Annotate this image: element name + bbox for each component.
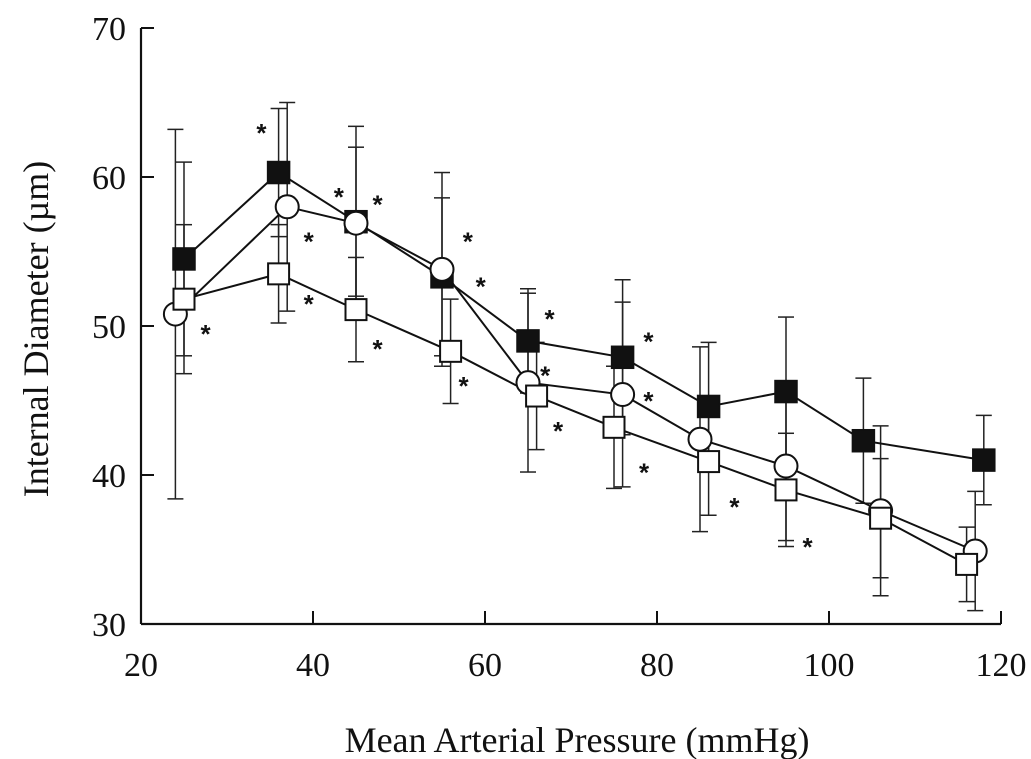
significance-annotations: ***** *************: [200, 118, 813, 562]
point-open-circle: [687, 426, 713, 452]
point-filled-square: [266, 160, 291, 185]
axes: 30 40 50 60 70 20 40 60 80 100 120: [92, 11, 1027, 684]
y-tick-label: 30: [92, 607, 126, 644]
y-tick-label: 60: [92, 160, 126, 197]
series-lines: [174, 171, 984, 566]
point-open-circle: [274, 194, 300, 220]
point-open-circle: [610, 382, 636, 408]
series-line-open-circle: [174, 205, 976, 552]
point-filled-square: [972, 448, 996, 472]
significance-star: *: [304, 289, 315, 319]
x-tick-label: 100: [804, 647, 855, 684]
point-filled-square: [851, 428, 876, 453]
significance-star: *: [334, 182, 345, 212]
x-tick-label: 60: [468, 647, 502, 684]
y-axis-label: Internal Diameter (µm): [16, 161, 56, 498]
series-line-filled-square: [183, 171, 984, 462]
significance-star: *: [802, 532, 813, 562]
significance-star: *: [463, 227, 474, 257]
error-bars: [167, 101, 992, 612]
series-line-open-square: [183, 272, 968, 566]
series-markers: [162, 160, 996, 576]
point-filled-square: [774, 379, 798, 404]
point-open-square: [955, 552, 979, 576]
y-tick-label: 70: [92, 11, 126, 48]
point-filled-square: [696, 394, 721, 419]
point-open-square: [267, 262, 291, 286]
significance-star: *: [372, 189, 383, 219]
point-open-circle: [429, 256, 455, 282]
x-axis-label: Mean Arterial Pressure (mmHg): [345, 720, 810, 759]
significance-star: *: [372, 334, 383, 364]
y-tick-label: 50: [92, 309, 126, 346]
y-tick-label: 40: [92, 458, 126, 495]
significance-star: *: [304, 227, 315, 257]
x-tick-label: 120: [976, 647, 1027, 684]
point-filled-square: [172, 247, 196, 271]
point-open-square: [697, 450, 721, 474]
point-open-circle: [773, 453, 799, 479]
point-open-circle: [343, 210, 369, 236]
significance-star: *: [639, 458, 650, 488]
point-filled-square: [516, 329, 540, 353]
significance-star: *: [643, 326, 654, 356]
significance-star: *: [643, 386, 654, 416]
point-open-square: [525, 384, 549, 408]
point-open-square: [602, 415, 626, 439]
x-tick-label: 80: [640, 647, 674, 684]
x-tick-label: 20: [124, 647, 158, 684]
significance-star: *: [540, 361, 551, 391]
significance-star: *: [458, 371, 469, 401]
significance-star: *: [256, 118, 267, 148]
significance-star: *: [476, 271, 487, 301]
significance-star: *: [544, 304, 555, 334]
point-filled-square: [610, 345, 635, 370]
x-tick-label: 40: [296, 647, 330, 684]
point-open-square: [869, 506, 893, 530]
point-open-square: [172, 287, 196, 311]
significance-star: *: [553, 416, 564, 446]
point-open-square: [439, 339, 463, 363]
significance-star: *: [200, 319, 211, 349]
point-open-square: [344, 298, 368, 322]
significance-star: *: [729, 492, 740, 522]
point-open-square: [774, 478, 798, 502]
